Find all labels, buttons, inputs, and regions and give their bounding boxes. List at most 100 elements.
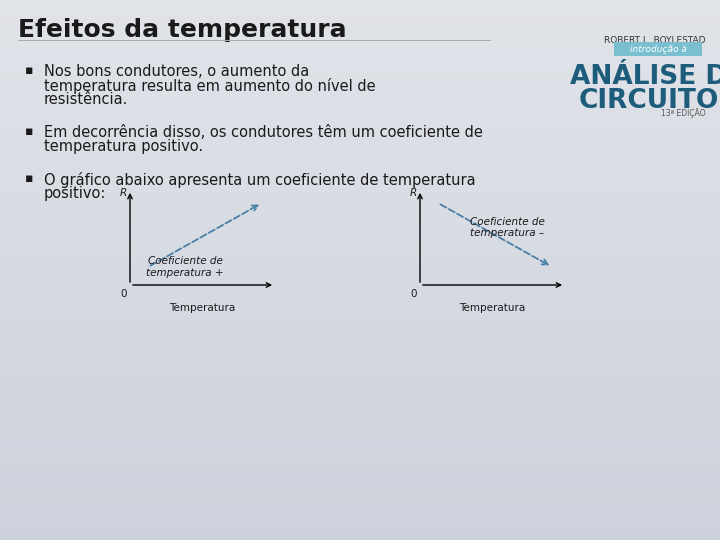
Bar (0, 51, 720, 54)
Bar (0, 310, 720, 313)
Bar (0, 89, 720, 92)
Bar (0, 324, 720, 327)
Bar (0, 392, 720, 394)
Bar (0, 343, 720, 346)
Bar (0, 248, 720, 251)
Bar (0, 508, 720, 510)
Bar (0, 124, 720, 127)
Bar (0, 113, 720, 116)
Text: Temperatura: Temperatura (169, 303, 235, 313)
Bar (0, 146, 720, 148)
Bar (0, 281, 720, 284)
Text: resistência.: resistência. (44, 92, 128, 107)
Bar (0, 489, 720, 491)
Bar (0, 435, 720, 437)
Bar (0, 205, 720, 208)
Bar (0, 335, 720, 338)
Bar (0, 108, 720, 111)
Text: ANÁLISE DE: ANÁLISE DE (570, 64, 720, 90)
Bar (0, 367, 720, 370)
Bar (0, 35, 720, 38)
Text: ▪: ▪ (25, 125, 34, 138)
Bar (0, 273, 720, 275)
Bar (0, 286, 720, 289)
Bar (0, 486, 720, 489)
Bar (0, 319, 720, 321)
Bar (0, 284, 720, 286)
Bar (0, 14, 720, 16)
Bar (0, 408, 720, 410)
Text: ROBERT L. BOYLESTAD: ROBERT L. BOYLESTAD (605, 36, 706, 45)
Text: temperatura positivo.: temperatura positivo. (44, 139, 203, 154)
Bar (0, 340, 720, 343)
Bar (0, 221, 720, 224)
Bar (0, 510, 720, 513)
Bar (0, 513, 720, 516)
Bar (0, 516, 720, 518)
Bar (0, 329, 720, 332)
Bar (0, 370, 720, 373)
Bar (0, 443, 720, 445)
Bar (0, 173, 720, 176)
Text: 0: 0 (410, 289, 417, 299)
Text: Coeficiente de: Coeficiente de (469, 217, 544, 227)
Bar (0, 532, 720, 535)
Bar (0, 518, 720, 521)
Bar (0, 46, 720, 49)
Bar (0, 454, 720, 456)
Bar (0, 62, 720, 65)
Text: temperatura –: temperatura – (470, 227, 544, 238)
Bar (0, 375, 720, 378)
Bar (0, 289, 720, 292)
Bar (0, 130, 720, 132)
Bar (0, 429, 720, 432)
Bar (0, 200, 720, 202)
Bar (0, 0, 720, 3)
Bar (0, 483, 720, 486)
Bar (0, 251, 720, 254)
Bar (0, 138, 720, 140)
Bar (0, 497, 720, 500)
Bar (0, 213, 720, 216)
Bar (0, 535, 720, 537)
Bar (0, 270, 720, 273)
Bar (0, 456, 720, 459)
Bar (0, 300, 720, 302)
Bar (0, 386, 720, 389)
Bar (0, 418, 720, 421)
Bar (0, 111, 720, 113)
Bar (0, 57, 720, 59)
Bar (0, 521, 720, 524)
Bar (0, 59, 720, 62)
Bar (0, 49, 720, 51)
Bar (0, 502, 720, 505)
Bar (0, 165, 720, 167)
Bar (0, 308, 720, 310)
Text: R: R (120, 188, 127, 198)
Bar (0, 505, 720, 508)
Bar (0, 78, 720, 81)
Bar (0, 427, 720, 429)
Bar (0, 32, 720, 35)
Bar (0, 167, 720, 170)
Bar (0, 313, 720, 316)
Bar (0, 170, 720, 173)
Text: Em decorrência disso, os condutores têm um coeficiente de: Em decorrência disso, os condutores têm … (44, 125, 483, 140)
Text: 0: 0 (120, 289, 127, 299)
Bar (0, 475, 720, 478)
Bar (0, 151, 720, 154)
Bar (0, 65, 720, 68)
Bar (0, 256, 720, 259)
Bar (0, 230, 720, 232)
Bar (0, 176, 720, 178)
Bar (0, 181, 720, 184)
Bar (0, 159, 720, 162)
Bar (0, 524, 720, 526)
Bar (0, 73, 720, 76)
Bar (0, 240, 720, 243)
Bar (0, 464, 720, 467)
Bar (0, 81, 720, 84)
Bar (0, 267, 720, 270)
Text: temperatura +: temperatura + (146, 267, 224, 278)
Bar (0, 197, 720, 200)
